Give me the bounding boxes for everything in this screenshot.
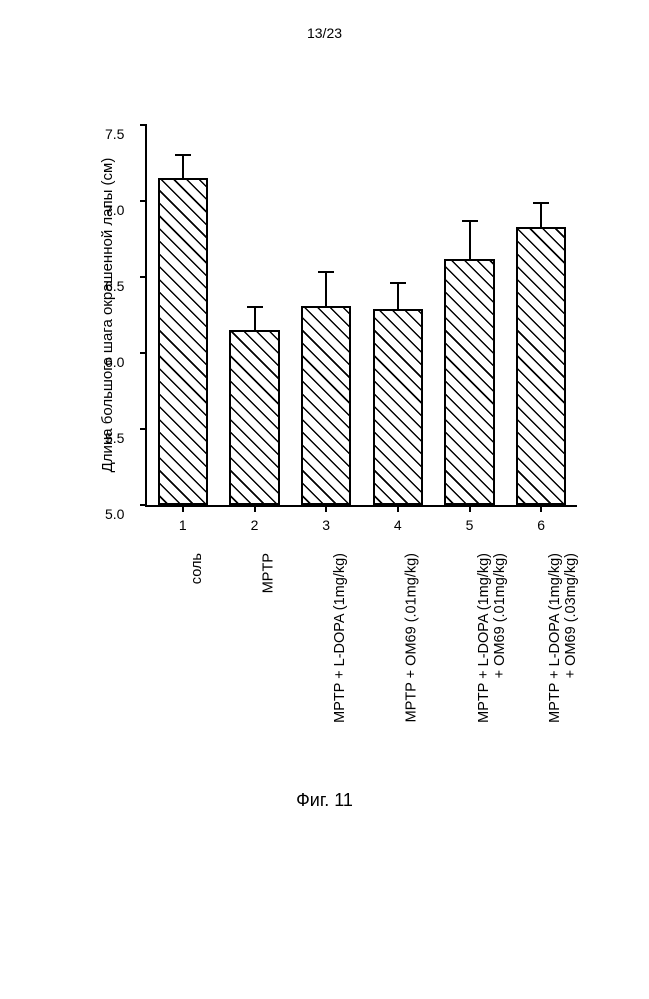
x-category-label: соль	[189, 553, 205, 584]
x-category-label: MPTP + L-DOPA (1mg/kg)+ OM69 (.01mg/kg)	[476, 553, 508, 723]
bar	[444, 259, 494, 505]
x-category-label: MPTP + L-DOPA (1mg/kg)+ OM69 (.03mg/kg)	[547, 553, 579, 723]
y-tick-mark	[140, 200, 147, 202]
y-tick-label: 7.5	[105, 126, 124, 142]
x-tick-number: 5	[466, 517, 474, 533]
y-tick-mark	[140, 276, 147, 278]
error-bar	[540, 203, 542, 227]
x-tick-mark	[397, 505, 399, 512]
y-tick-label: 5.0	[105, 506, 124, 522]
bar	[516, 227, 566, 505]
bar-chart: Длина большого шага окрашенной лапы (см)…	[75, 115, 585, 755]
error-cap	[175, 154, 191, 156]
figure-caption: Фиг. 11	[296, 790, 353, 811]
error-bar	[397, 283, 399, 309]
x-tick-mark	[325, 505, 327, 512]
x-tick-number: 3	[322, 517, 330, 533]
bar	[158, 178, 208, 505]
x-category-label: MPTP + L-DOPA (1mg/kg)	[332, 553, 348, 723]
x-tick-mark	[540, 505, 542, 512]
y-tick-mark	[140, 124, 147, 126]
x-tick-number: 6	[537, 517, 545, 533]
page-number: 13/23	[307, 25, 342, 41]
x-tick-number: 4	[394, 517, 402, 533]
error-cap	[247, 306, 263, 308]
y-tick-mark	[140, 428, 147, 430]
error-bar	[182, 155, 184, 178]
bar	[229, 330, 279, 505]
y-tick-label: 6.5	[105, 278, 124, 294]
x-tick-number: 1	[179, 517, 187, 533]
y-tick-mark	[140, 504, 147, 506]
y-tick-label: 5.5	[105, 430, 124, 446]
error-cap	[390, 282, 406, 284]
bar	[373, 309, 423, 505]
error-bar	[469, 221, 471, 259]
y-tick-mark	[140, 352, 147, 354]
x-category-label: MPTP + OM69 (.01mg/kg)	[404, 553, 420, 722]
plot-area: 5.05.56.06.57.07.51соль2MPTP3MPTP + L-DO…	[145, 125, 577, 507]
error-cap	[533, 202, 549, 204]
x-tick-number: 2	[251, 517, 259, 533]
x-tick-mark	[254, 505, 256, 512]
x-tick-mark	[469, 505, 471, 512]
y-tick-label: 6.0	[105, 354, 124, 370]
x-category-label: MPTP	[261, 553, 277, 593]
error-cap	[318, 271, 334, 273]
error-bar	[254, 307, 256, 330]
x-tick-mark	[182, 505, 184, 512]
bar	[301, 306, 351, 505]
y-tick-label: 7.0	[105, 202, 124, 218]
error-bar	[325, 272, 327, 305]
error-cap	[462, 220, 478, 222]
